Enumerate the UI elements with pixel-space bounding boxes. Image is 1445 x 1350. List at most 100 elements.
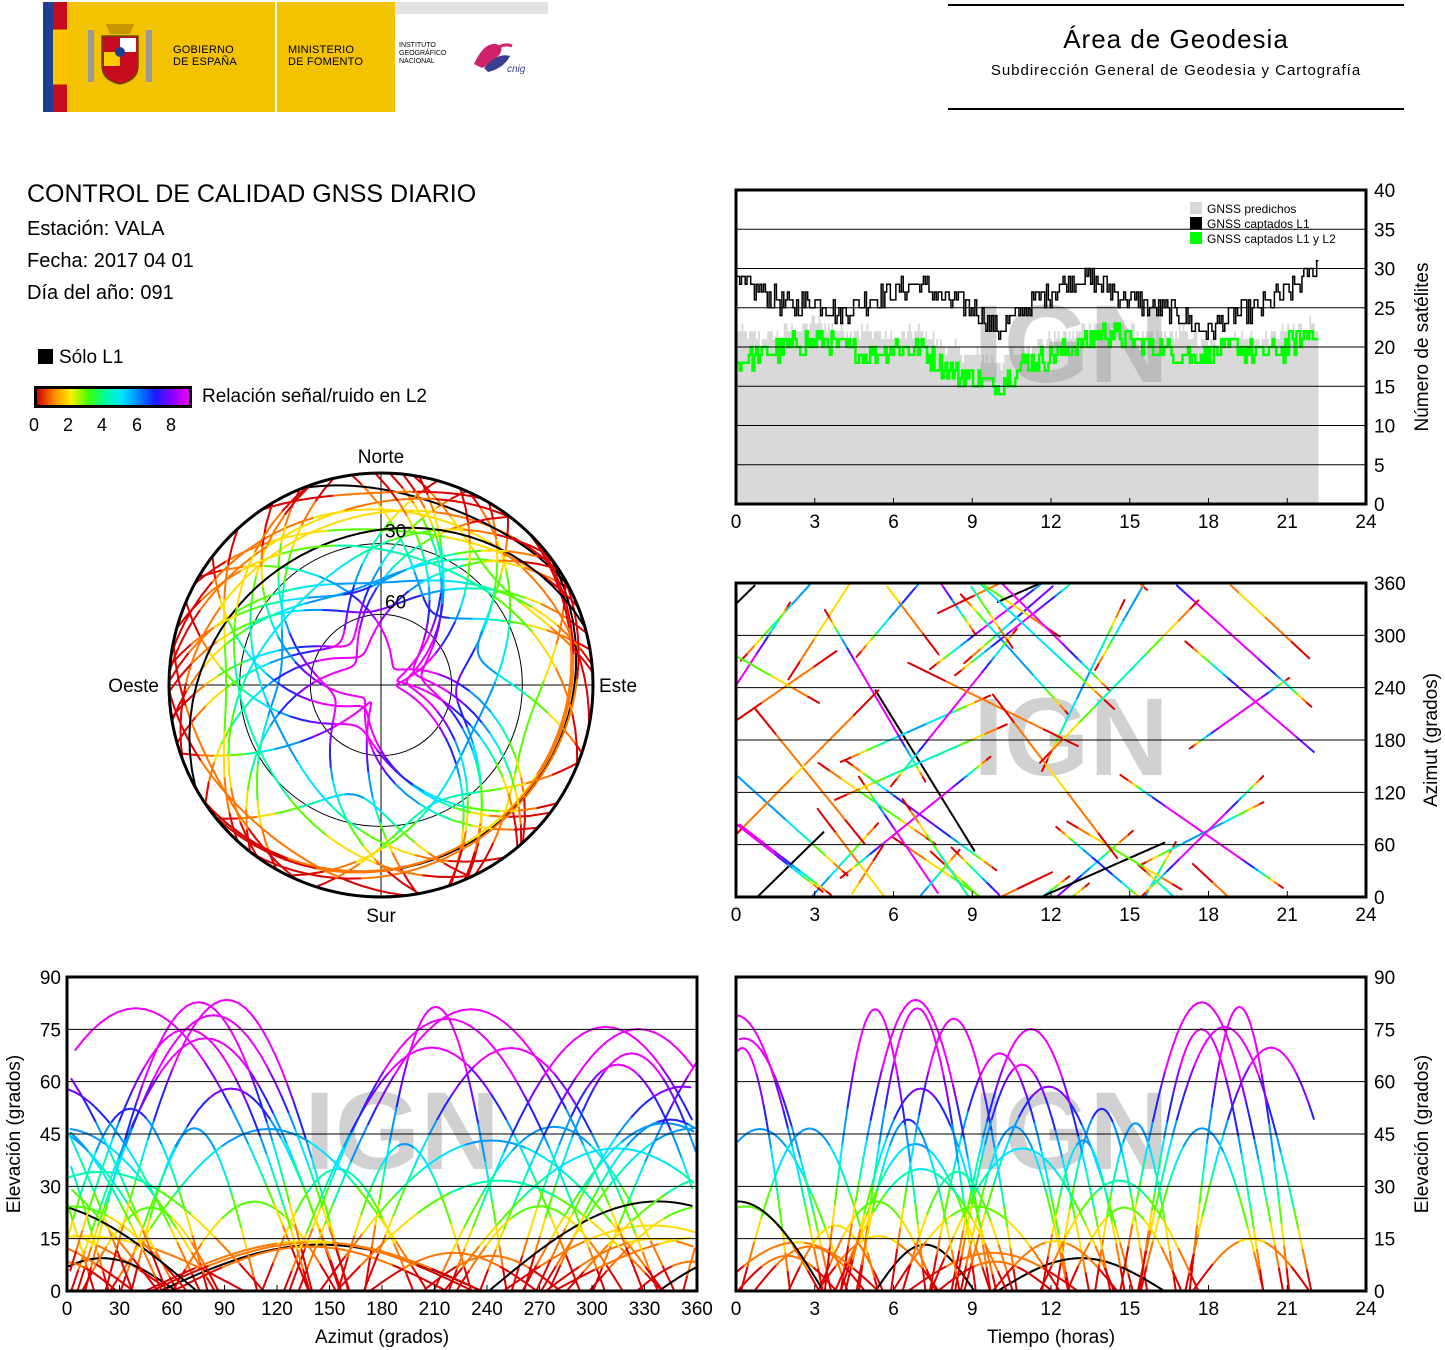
elev-az-track [660,1088,670,1094]
azimuth-track [1103,699,1111,706]
elev-az-track [564,1251,574,1273]
elev-az-track [471,1208,482,1231]
skyplot-track [309,699,322,705]
elev-az-track [638,1074,646,1083]
skyplot-track [264,715,269,727]
skyplot-track [531,704,536,713]
elev-az-track [680,1227,691,1232]
elev-az-track [621,1135,631,1143]
skyplot-track [299,596,310,600]
skyplot-track [300,512,309,528]
elev-az-track [231,1194,237,1207]
skyplot-track [245,815,258,819]
skyplot-track [320,544,336,548]
skyplot-track [510,592,528,599]
azimuth-track [993,596,1001,603]
skyplot-track [289,597,302,601]
elev-az-track [553,1073,564,1085]
skyplot-track [205,616,215,631]
elev-az-track [689,1247,696,1264]
elev-az-track [258,1085,268,1100]
skyplot-track [374,738,381,750]
elev-az-track [140,1070,149,1088]
skyplot-track [402,497,415,501]
azimuth-time-ylabel: Azimut (grados) [1421,673,1442,807]
skyplot-track [527,811,552,818]
skyplot-track [357,545,372,549]
skyplot-track [176,622,186,640]
skyplot-track [258,748,275,754]
elev-az-track [657,1070,665,1081]
satellite-count-xtick-label: 12 [1040,512,1061,533]
skyplot-track [578,642,592,651]
azimuth-track [786,601,792,608]
elev-az-track [159,1084,168,1103]
skyplot-track [518,746,523,755]
elev-az-track [217,1040,227,1047]
skyplot-track [417,583,422,592]
skyplot-track [235,627,248,637]
skyplot-track [387,872,402,877]
azimuth-track [740,593,747,600]
azimuth-track [1285,676,1291,681]
elev-az-track [281,1246,291,1250]
azimuth-track [1193,599,1200,606]
skyplot-track [178,662,193,678]
skyplot-track [362,582,372,588]
skyplot-track [441,699,453,709]
skyplot-track [390,850,401,868]
elev-az-track [92,1135,102,1142]
elev-az-track [541,1155,553,1164]
azimuth-track [842,870,849,877]
elev-az-track [678,1075,690,1093]
skyplot-track [481,620,488,633]
skyplot-track [264,672,279,684]
skyplot-track [380,811,388,818]
ign-bar [395,2,548,14]
skyplot-track [407,662,414,670]
elev-az-track [76,1151,87,1173]
elev-az-track [518,1103,529,1121]
elev-az-track [119,1191,129,1205]
elev-az-track [187,1220,194,1236]
skyplot-track [518,598,534,609]
azimuth-track [817,887,824,893]
elev-az-track [100,1015,111,1024]
azimuth-time-xtick-label: 12 [1040,905,1061,926]
elev-az-track [616,1166,626,1178]
skyplot-track [421,639,428,651]
elev-az-track [573,1033,584,1041]
elev-az-track [349,1250,359,1255]
skyplot-track [212,605,222,619]
azimuth-track [956,848,961,854]
skyplot-track [494,583,500,594]
skyplot-track [547,752,556,766]
elev-az-track [378,1201,390,1214]
elev-az-track [501,1057,512,1072]
skyplot-track [385,815,393,823]
elev-az-track [382,1057,393,1072]
skyplot-track [367,770,371,785]
skyplot-track [459,777,464,796]
elev-az-track [111,1217,120,1224]
skyplot-track [322,477,335,491]
legend-swatch-0 [1190,202,1202,214]
skyplot-track [175,669,180,679]
elev-az-track [169,1021,180,1031]
skyplot-track [439,726,448,740]
elev-az-track [221,1090,232,1109]
skyplot-track [433,691,441,699]
skyplot-track [345,609,349,619]
elev-az-track [398,1038,409,1050]
elev-az-track [212,1075,224,1093]
skyplot-track [330,720,334,730]
skyplot-track [434,605,440,621]
elev-az-track [102,1127,109,1137]
satellite-count-watermark: IGN [973,283,1169,406]
skyplot-track [570,620,588,635]
skyplot-track [277,575,281,594]
azimuth-time-ytick-label: 60 [1374,836,1395,857]
skyplot-track [495,560,499,576]
skyplot-track [424,532,436,537]
skyplot-track [406,835,415,843]
